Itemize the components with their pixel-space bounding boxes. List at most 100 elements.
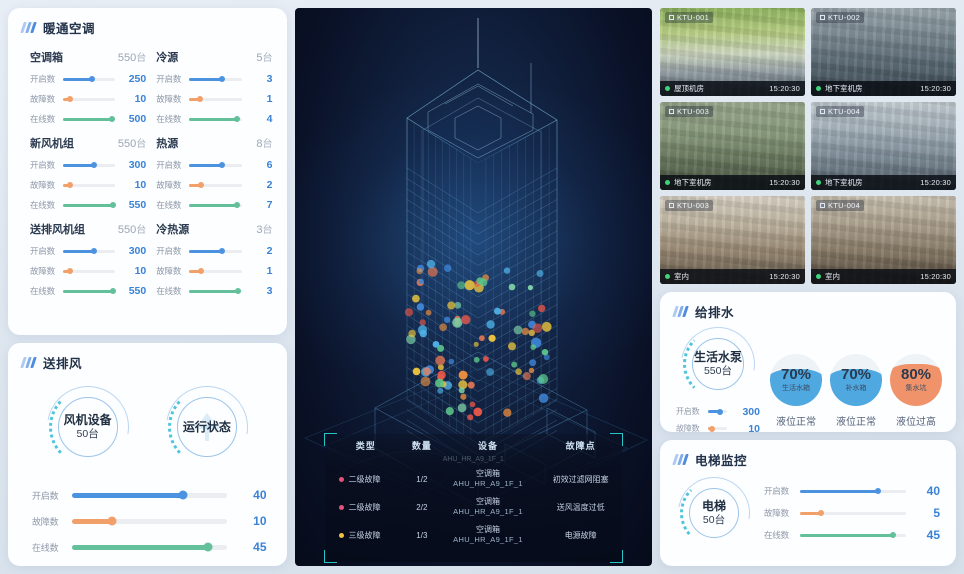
slider-knob[interactable]	[234, 116, 241, 122]
slider-knob[interactable]	[109, 288, 116, 294]
slider-track[interactable]	[189, 76, 242, 82]
elevator-c-online-row[interactable]: 在线数 45	[764, 524, 940, 546]
elevator-c-open-row[interactable]: 开启数 40	[764, 480, 940, 502]
hvac-open-row[interactable]: 开启数 2	[156, 241, 272, 261]
slider-knob[interactable]	[709, 425, 716, 432]
slider-knob[interactable]	[91, 162, 98, 168]
fan-device-gauge-line2: 50台	[76, 428, 99, 440]
table-row[interactable]: 二级故障 2/2 空调箱 AHU_HR_A9_1F_1 送风温度过低	[325, 493, 623, 521]
fan-c-open-row[interactable]: 开启数 40	[32, 482, 267, 508]
hvac-open-row[interactable]: 开启数 6	[156, 155, 272, 175]
camera-tile-2[interactable]: KTU-003 地下室机房 15:20:30	[660, 102, 805, 190]
camera-tile-5[interactable]: KTU-004 室内 15:20:30	[811, 196, 956, 284]
slider-track[interactable]	[189, 202, 242, 208]
hvac-online-row[interactable]: 在线数 4	[156, 109, 272, 129]
camera-tile-4[interactable]: KTU-003 室内 15:20:30	[660, 196, 805, 284]
camera-tile-1[interactable]: KTU-002 地下室机房 15:20:30	[811, 8, 956, 96]
fan-status-gauge: 运行状态	[149, 369, 264, 485]
hvac-fault-row[interactable]: 故障数 10	[30, 175, 146, 195]
slider-knob[interactable]	[197, 268, 204, 274]
slider-track[interactable]	[189, 162, 242, 168]
slider-track[interactable]	[72, 516, 227, 526]
hvac-online-row[interactable]: 在线数 550	[30, 281, 146, 301]
water-c-fault-row[interactable]: 故障数 10	[676, 420, 760, 437]
slider-track[interactable]	[63, 268, 116, 274]
hvac-open-row[interactable]: 开启数 3	[156, 69, 272, 89]
slider-value: 3	[266, 73, 273, 85]
elevator-c-fault-row[interactable]: 故障数 5	[764, 502, 940, 524]
slider-knob[interactable]	[67, 96, 74, 102]
slider-knob[interactable]	[716, 408, 723, 415]
slider-knob[interactable]	[178, 490, 188, 500]
alarm-type: 二级故障	[325, 493, 408, 521]
slider-track[interactable]	[63, 96, 116, 102]
slider-knob[interactable]	[108, 116, 115, 122]
hvac-open-row[interactable]: 开启数 300	[30, 241, 146, 261]
slider-knob[interactable]	[218, 162, 225, 168]
hvac-fault-row[interactable]: 故障数 1	[156, 89, 272, 109]
hvac-group-name: 热源	[156, 138, 179, 150]
hvac-fault-row[interactable]: 故障数 1	[156, 261, 272, 281]
camera-location: 室内	[665, 271, 689, 282]
slider-track[interactable]	[63, 182, 116, 188]
building-3d-view[interactable]: 类型 数量 设备 故障点 AHU_HR_A9_1F_1 二级故障 1/2 空调箱 AHU…	[294, 8, 652, 566]
hvac-online-row[interactable]: 在线数 550	[30, 195, 146, 215]
slider-track[interactable]	[189, 268, 242, 274]
table-row[interactable]: 二级故障 1/2 空调箱 AHU_HR_A9_1F_1 初效过滤网阻塞	[325, 465, 623, 493]
camera-grid: KTU-001 屋顶机房 15:20:30 KTU-002 地下室机房 15:2…	[660, 8, 956, 284]
hvac-online-row[interactable]: 在线数 500	[30, 109, 146, 129]
camera-tile-0[interactable]: KTU-001 屋顶机房 15:20:30	[660, 8, 805, 96]
slider-knob[interactable]	[107, 516, 117, 526]
slider-track[interactable]	[189, 288, 242, 294]
slider-track[interactable]	[63, 162, 116, 168]
slider-knob[interactable]	[203, 542, 213, 552]
slider-track[interactable]	[63, 76, 116, 82]
slider-knob[interactable]	[234, 202, 241, 208]
hvac-fault-row[interactable]: 故障数 10	[30, 261, 146, 281]
camera-tile-3[interactable]: KTU-004 地下室机房 15:20:30	[811, 102, 956, 190]
slider-label: 在线数	[156, 286, 182, 296]
alarm-fault: 初效过滤网阻塞	[552, 474, 609, 484]
slider-knob[interactable]	[218, 76, 225, 82]
table-row[interactable]: 三级故障 1/3 空调箱 AHU_HR_A9_1F_1 电源故障	[325, 521, 623, 549]
hvac-online-row[interactable]: 在线数 3	[156, 281, 272, 301]
slider-track[interactable]	[63, 288, 116, 294]
slider-track[interactable]	[800, 510, 906, 516]
fan-c-fault-row[interactable]: 故障数 10	[32, 508, 267, 534]
slider-knob[interactable]	[91, 248, 98, 254]
slider-track[interactable]	[63, 248, 116, 254]
slider-value: 1	[266, 93, 273, 105]
fan-c-online-row[interactable]: 在线数 45	[32, 534, 267, 560]
slider-knob[interactable]	[875, 488, 882, 494]
slider-knob[interactable]	[109, 202, 116, 208]
slider-track[interactable]	[189, 182, 242, 188]
water-c-open-row[interactable]: 开启数 300	[676, 403, 760, 420]
slider-knob[interactable]	[234, 288, 241, 294]
slider-knob[interactable]	[67, 268, 74, 274]
slider-track[interactable]	[72, 490, 227, 500]
slider-knob[interactable]	[88, 76, 95, 82]
slider-track[interactable]	[63, 116, 116, 122]
slider-track[interactable]	[72, 542, 227, 552]
hvac-open-row[interactable]: 开启数 300	[30, 155, 146, 175]
slider-track[interactable]	[708, 408, 727, 415]
hvac-open-row[interactable]: 开启数 250	[30, 69, 146, 89]
slider-knob[interactable]	[197, 182, 204, 188]
hvac-online-row[interactable]: 在线数 7	[156, 195, 272, 215]
slider-knob[interactable]	[67, 182, 74, 188]
slider-track[interactable]	[63, 202, 116, 208]
slider-track[interactable]	[800, 532, 906, 538]
slider-track[interactable]	[189, 96, 242, 102]
hvac-fault-row[interactable]: 故障数 10	[30, 89, 146, 109]
slider-knob[interactable]	[818, 510, 825, 516]
slider-knob[interactable]	[218, 248, 225, 254]
slider-track[interactable]	[800, 488, 906, 494]
slider-knob[interactable]	[890, 532, 897, 538]
slider-value: 300	[128, 159, 147, 171]
slider-track[interactable]	[189, 116, 242, 122]
slider-track[interactable]	[189, 248, 242, 254]
slider-knob[interactable]	[196, 96, 203, 102]
slider-track[interactable]	[708, 425, 727, 432]
hvac-fault-row[interactable]: 故障数 2	[156, 175, 272, 195]
water-pump-gauge-line2: 550台	[703, 365, 732, 377]
